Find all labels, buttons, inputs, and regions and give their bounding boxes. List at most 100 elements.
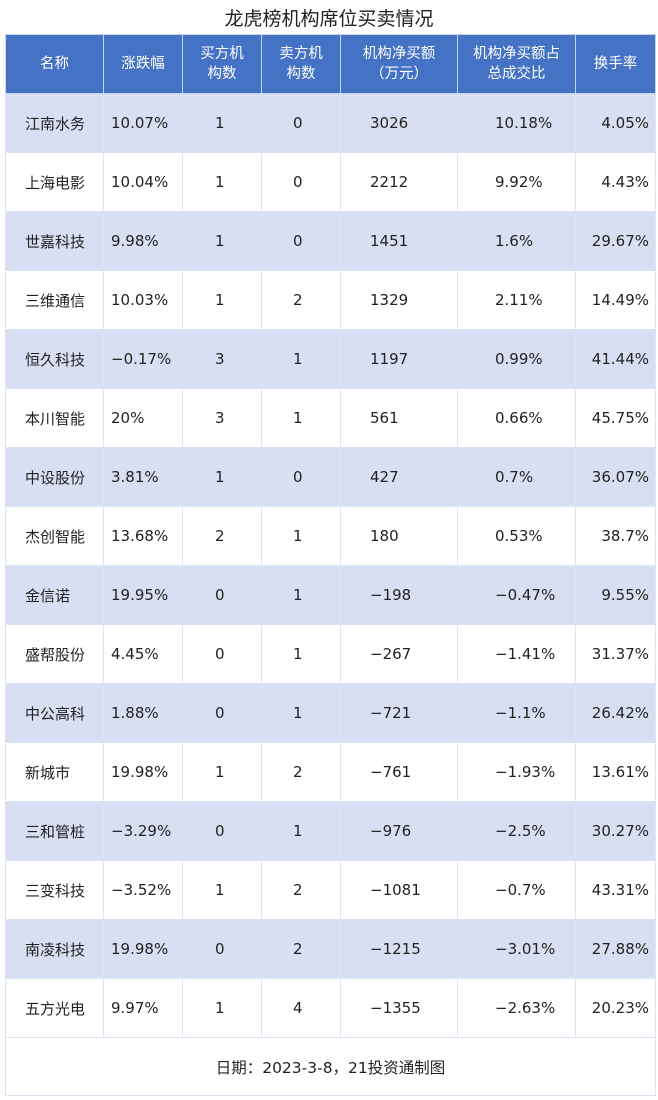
cell-name: 新城市 [5, 742, 104, 802]
cell-net-buy: −976 [340, 801, 458, 861]
cell-net-buy: −721 [340, 683, 458, 743]
cell-seller-count: 1 [261, 329, 341, 389]
cell-seller-count: 1 [261, 388, 341, 448]
cell-net-buy-ratio: 9.92% [457, 152, 576, 212]
cell-name: 三和管桩 [5, 801, 104, 861]
cell-name: 南凌科技 [5, 919, 104, 979]
column-header-net-buy: 机构净买额（万元） [340, 34, 458, 94]
cell-net-buy: 1197 [340, 329, 458, 389]
cell-change: 19.98% [103, 919, 183, 979]
cell-buyer-count: 1 [182, 211, 262, 271]
table-row: 三维通信 10.03% 1 2 1329 2.11% 14.49% [5, 270, 656, 330]
column-header-label: 机构净买额（万元） [362, 46, 436, 82]
cell-seller-count: 2 [261, 860, 341, 920]
table-row: 本川智能 20% 3 1 561 0.66% 45.75% [5, 388, 656, 448]
cell-net-buy: 2212 [340, 152, 458, 212]
cell-turnover: 30.27% [575, 801, 656, 861]
cell-net-buy-ratio: 0.66% [457, 388, 576, 448]
cell-seller-count: 1 [261, 683, 341, 743]
cell-buyer-count: 3 [182, 388, 262, 448]
cell-buyer-count: 2 [182, 506, 262, 566]
column-header-label: 名称 [40, 56, 69, 72]
table-row: 南凌科技 19.98% 0 2 −1215 −3.01% 27.88% [5, 919, 656, 979]
cell-change: 1.88% [103, 683, 183, 743]
table-row: 世嘉科技 9.98% 1 0 1451 1.6% 29.67% [5, 211, 656, 271]
cell-net-buy-ratio: −3.01% [457, 919, 576, 979]
cell-turnover: 13.61% [575, 742, 656, 802]
cell-change: 3.81% [103, 447, 183, 507]
table-row: 恒久科技 −0.17% 3 1 1197 0.99% 41.44% [5, 329, 656, 389]
cell-turnover: 41.44% [575, 329, 656, 389]
cell-net-buy-ratio: −2.5% [457, 801, 576, 861]
cell-net-buy-ratio: −1.1% [457, 683, 576, 743]
cell-seller-count: 2 [261, 742, 341, 802]
cell-net-buy-ratio: 0.7% [457, 447, 576, 507]
cell-net-buy-ratio: 2.11% [457, 270, 576, 330]
cell-change: −3.52% [103, 860, 183, 920]
cell-buyer-count: 0 [182, 683, 262, 743]
cell-seller-count: 4 [261, 978, 341, 1038]
cell-buyer-count: 0 [182, 919, 262, 979]
cell-net-buy-ratio: −0.47% [457, 565, 576, 625]
cell-buyer-count: 1 [182, 152, 262, 212]
cell-net-buy-ratio: −1.93% [457, 742, 576, 802]
cell-seller-count: 2 [261, 919, 341, 979]
cell-turnover: 31.37% [575, 624, 656, 684]
cell-change: 19.98% [103, 742, 183, 802]
footer-note: 日期：2023-3-8，21投资通制图 [5, 1037, 656, 1096]
cell-buyer-count: 1 [182, 93, 262, 153]
cell-buyer-count: 0 [182, 624, 262, 684]
column-header-label: 换手率 [593, 56, 638, 72]
cell-net-buy: 1451 [340, 211, 458, 271]
cell-change: 9.98% [103, 211, 183, 271]
cell-net-buy: −267 [340, 624, 458, 684]
cell-net-buy: −198 [340, 565, 458, 625]
cell-name: 中设股份 [5, 447, 104, 507]
column-header-name: 名称 [5, 34, 104, 94]
cell-seller-count: 0 [261, 211, 341, 271]
table-row: 盛帮股份 4.45% 0 1 −267 −1.41% 31.37% [5, 624, 656, 684]
table-row: 中设股份 3.81% 1 0 427 0.7% 36.07% [5, 447, 656, 507]
cell-name: 本川智能 [5, 388, 104, 448]
cell-turnover: 4.43% [575, 152, 656, 212]
cell-buyer-count: 1 [182, 447, 262, 507]
cell-name: 中公高科 [5, 683, 104, 743]
cell-turnover: 27.88% [575, 919, 656, 979]
cell-name: 恒久科技 [5, 329, 104, 389]
table-row: 五方光电 9.97% 1 4 −1355 −2.63% 20.23% [5, 978, 656, 1038]
cell-change: 10.07% [103, 93, 183, 153]
cell-seller-count: 0 [261, 93, 341, 153]
column-header-buyer-count: 买方机构数 [182, 34, 262, 94]
column-header-change: 涨跌幅 [103, 34, 183, 94]
cell-name: 金信诺 [5, 565, 104, 625]
cell-net-buy-ratio: 1.6% [457, 211, 576, 271]
column-header-label: 卖方机构数 [279, 46, 323, 82]
column-header-label: 买方机构数 [200, 46, 244, 82]
institution-trading-table: 名称 涨跌幅 买方机构数 卖方机构数 机构净买额（万元） 机构净买额占总成交比 换手率 江南… [5, 34, 656, 1096]
cell-turnover: 4.05% [575, 93, 656, 153]
cell-turnover: 29.67% [575, 211, 656, 271]
cell-net-buy: −1355 [340, 978, 458, 1038]
cell-seller-count: 0 [261, 152, 341, 212]
cell-name: 三变科技 [5, 860, 104, 920]
column-header-turnover: 换手率 [575, 34, 656, 94]
cell-change: 10.03% [103, 270, 183, 330]
cell-name: 上海电影 [5, 152, 104, 212]
table-row: 中公高科 1.88% 0 1 −721 −1.1% 26.42% [5, 683, 656, 743]
cell-buyer-count: 3 [182, 329, 262, 389]
cell-change: −0.17% [103, 329, 183, 389]
cell-net-buy-ratio: −2.63% [457, 978, 576, 1038]
table-row: 杰创智能 13.68% 2 1 180 0.53% 38.7% [5, 506, 656, 566]
cell-turnover: 36.07% [575, 447, 656, 507]
cell-seller-count: 2 [261, 270, 341, 330]
cell-seller-count: 1 [261, 565, 341, 625]
cell-change: 13.68% [103, 506, 183, 566]
cell-change: −3.29% [103, 801, 183, 861]
table-row: 江南水务 10.07% 1 0 3026 10.18% 4.05% [5, 93, 656, 153]
cell-name: 三维通信 [5, 270, 104, 330]
cell-net-buy: −1081 [340, 860, 458, 920]
cell-change: 4.45% [103, 624, 183, 684]
cell-net-buy: 561 [340, 388, 458, 448]
cell-name: 杰创智能 [5, 506, 104, 566]
table-row: 三变科技 −3.52% 1 2 −1081 −0.7% 43.31% [5, 860, 656, 920]
